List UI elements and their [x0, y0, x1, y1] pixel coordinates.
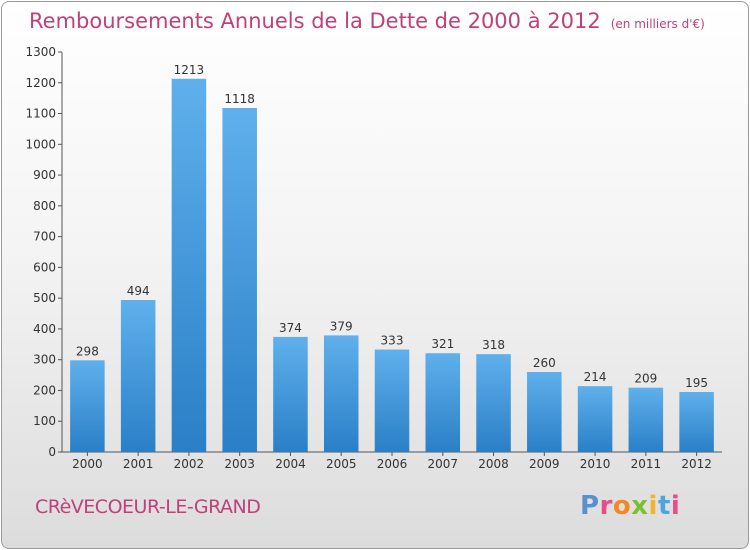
chart-title-text: Remboursements Annuels de la Dette de 20…	[29, 9, 601, 33]
bar	[679, 392, 714, 452]
bar	[628, 387, 664, 452]
bar	[527, 372, 562, 452]
y-tick-label: 200	[33, 383, 56, 397]
data-label: 1118	[224, 92, 255, 106]
x-tick-label: 2000	[72, 457, 103, 471]
y-tick-label: 1100	[25, 107, 56, 121]
x-tick-label: 2011	[631, 457, 662, 471]
bar	[70, 360, 105, 452]
data-label: 321	[431, 337, 454, 351]
y-tick-label: 1200	[25, 76, 56, 90]
y-tick-label: 0	[48, 445, 56, 459]
y-tick-label: 100	[33, 414, 56, 428]
brand-letter: x	[631, 491, 649, 521]
x-tick-label: 2012	[681, 457, 712, 471]
data-label: 209	[634, 372, 657, 386]
chart-unit: (en milliers d'€)	[610, 17, 705, 31]
data-label: 374	[279, 321, 302, 335]
x-tick-label: 2004	[275, 457, 306, 471]
x-tick-label: 2008	[478, 457, 509, 471]
x-tick-label: 2005	[326, 457, 357, 471]
y-tick-label: 1300	[25, 45, 56, 59]
x-tick-label: 2003	[224, 457, 255, 471]
brand-letter: i	[670, 491, 681, 521]
bar	[273, 336, 308, 452]
bar	[171, 78, 207, 453]
chart-title: Remboursements Annuels de la Dette de 20…	[29, 9, 705, 33]
data-label: 1213	[174, 63, 205, 77]
brand-letter: t	[657, 491, 671, 521]
bar	[374, 349, 410, 452]
data-label: 260	[533, 356, 556, 370]
x-tick-label: 2009	[529, 457, 560, 471]
bar	[222, 108, 257, 452]
data-label: 195	[685, 376, 708, 390]
proxiti-logo: Proxiti	[580, 491, 680, 521]
y-tick-label: 700	[33, 230, 56, 244]
y-tick-label: 800	[33, 199, 56, 213]
bar	[577, 386, 613, 452]
brand-letter: P	[580, 491, 600, 521]
brand-letter: i	[648, 491, 658, 521]
data-label: 333	[381, 334, 404, 348]
brand-letter: r	[599, 491, 613, 521]
bar	[120, 300, 156, 452]
y-tick-label: 1000	[25, 137, 56, 151]
x-tick-label: 2007	[427, 457, 458, 471]
data-label: 318	[482, 338, 505, 352]
bar	[476, 354, 511, 452]
bar	[425, 353, 461, 452]
x-tick-label: 2001	[123, 457, 154, 471]
y-tick-label: 900	[33, 168, 56, 182]
data-label: 214	[584, 370, 607, 384]
x-tick-label: 2010	[580, 457, 611, 471]
bar	[323, 335, 359, 452]
y-tick-label: 300	[33, 353, 56, 367]
data-label: 379	[330, 319, 353, 333]
commune-name: CRèVECOEUR-LE-GRAND	[35, 496, 261, 518]
y-tick-label: 500	[33, 291, 56, 305]
data-label: 494	[127, 284, 150, 298]
y-tick-label: 400	[33, 322, 56, 336]
x-tick-label: 2002	[174, 457, 205, 471]
brand-letter: o	[612, 491, 632, 521]
data-label: 298	[76, 344, 99, 358]
x-tick-label: 2006	[377, 457, 408, 471]
y-tick-label: 600	[33, 260, 56, 274]
